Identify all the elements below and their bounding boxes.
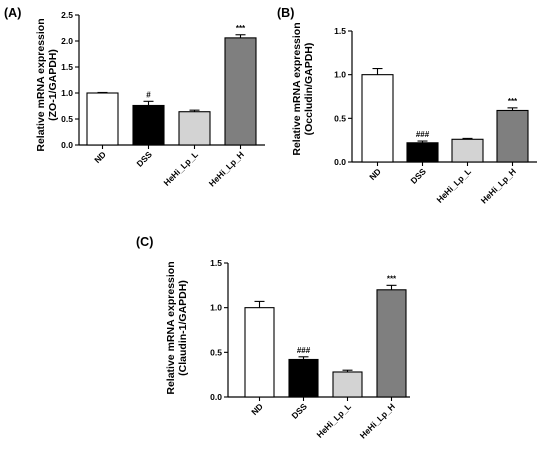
bar-b	[361, 74, 394, 163]
bar-a	[178, 111, 211, 146]
y-tick-label-a: 0.0	[61, 140, 73, 150]
bar-b	[496, 109, 529, 163]
category-label-c: HeHi_Lp_H	[358, 401, 397, 440]
category-label-a: DSS	[134, 149, 154, 169]
y-tick-label-b: 0.5	[334, 113, 346, 123]
y-tick-label-b: 1.0	[334, 70, 346, 80]
category-label-b: HeHi_Lp_L	[434, 166, 472, 204]
y-tick-label-c: 0.0	[210, 392, 222, 402]
y-tick-label-a: 1.5	[61, 62, 73, 72]
panel-b: (B) Relative mRNA expression (Occludin/G…	[277, 6, 537, 205]
category-label-b: DSS	[408, 166, 428, 186]
plot-area-c: 0.0 0.5 1.0 1.5 ND DSS ### HeHi_Lp_L HeHi_Lp_H **…	[210, 258, 410, 440]
y-tick-label-c: 0.5	[210, 347, 222, 357]
category-label-c: ND	[249, 401, 265, 417]
y-tick-label-c: 1.5	[210, 258, 222, 268]
significance-label-b: ***	[508, 97, 518, 106]
panel-c: (C) Relative mRNA expression (Claudin-1/…	[136, 235, 410, 440]
bar-a	[132, 104, 165, 146]
category-label-c: HeHi_Lp_L	[314, 401, 352, 439]
bar-a	[86, 92, 119, 146]
bar-c	[332, 371, 363, 398]
plot-area-b: 0.0 0.5 1.0 1.5 ND DSS ### HeHi_Lp_L HeHi_Lp_H **…	[334, 26, 537, 205]
panel-a: (A) Relative mRNA expression (ZO-1/GAPDH…	[4, 6, 265, 188]
panel-label-b: (B)	[277, 6, 294, 20]
panel-label-a: (A)	[4, 6, 21, 20]
category-label-a: HeHi_Lp_L	[161, 149, 199, 187]
bar-b	[406, 142, 439, 163]
y-tick-label-a: 2.5	[61, 10, 73, 20]
y-axis-label-b-line1: Relative mRNA expression	[291, 22, 303, 155]
panel-label-c: (C)	[136, 235, 153, 249]
y-axis-label-c-line1: Relative mRNA expression	[165, 261, 177, 394]
category-label-b: ND	[367, 166, 383, 182]
y-tick-label-b: 1.5	[334, 26, 346, 36]
y-tick-label-a: 0.5	[61, 114, 73, 124]
significance-label-a: ***	[236, 24, 246, 33]
plot-area-a: 0.0 0.5 1.0 1.5 2.0 2.5 ND DSS # HeHi_Lp_L HeHi_Lp…	[61, 10, 265, 188]
category-label-a: HeHi_Lp_H	[207, 149, 246, 188]
significance-label-a: #	[146, 90, 151, 99]
bar-c	[244, 307, 275, 398]
bar-a	[224, 37, 257, 146]
y-axis-label-b-line2: (Occludin/GAPDH)	[303, 43, 315, 136]
y-axis-label-c-line2: (Claudin-1/GAPDH)	[177, 280, 189, 376]
significance-label-b: ###	[416, 130, 430, 139]
y-axis-label-a-line1: Relative mRNA expression	[35, 18, 47, 151]
bar-b	[451, 138, 484, 163]
significance-label-c: ***	[387, 274, 397, 283]
significance-label-c: ###	[297, 346, 311, 355]
y-tick-label-a: 1.0	[61, 88, 73, 98]
category-label-a: ND	[92, 149, 108, 165]
y-axis-label-a-line2: (ZO-1/GAPDH)	[47, 49, 59, 121]
category-label-c: DSS	[289, 401, 309, 421]
bar-c	[376, 289, 407, 398]
y-tick-label-c: 1.0	[210, 303, 222, 313]
y-tick-label-b: 0.0	[334, 157, 346, 167]
y-tick-label-a: 2.0	[61, 36, 73, 46]
category-label-b: HeHi_Lp_H	[479, 166, 518, 205]
bar-c	[288, 358, 319, 398]
